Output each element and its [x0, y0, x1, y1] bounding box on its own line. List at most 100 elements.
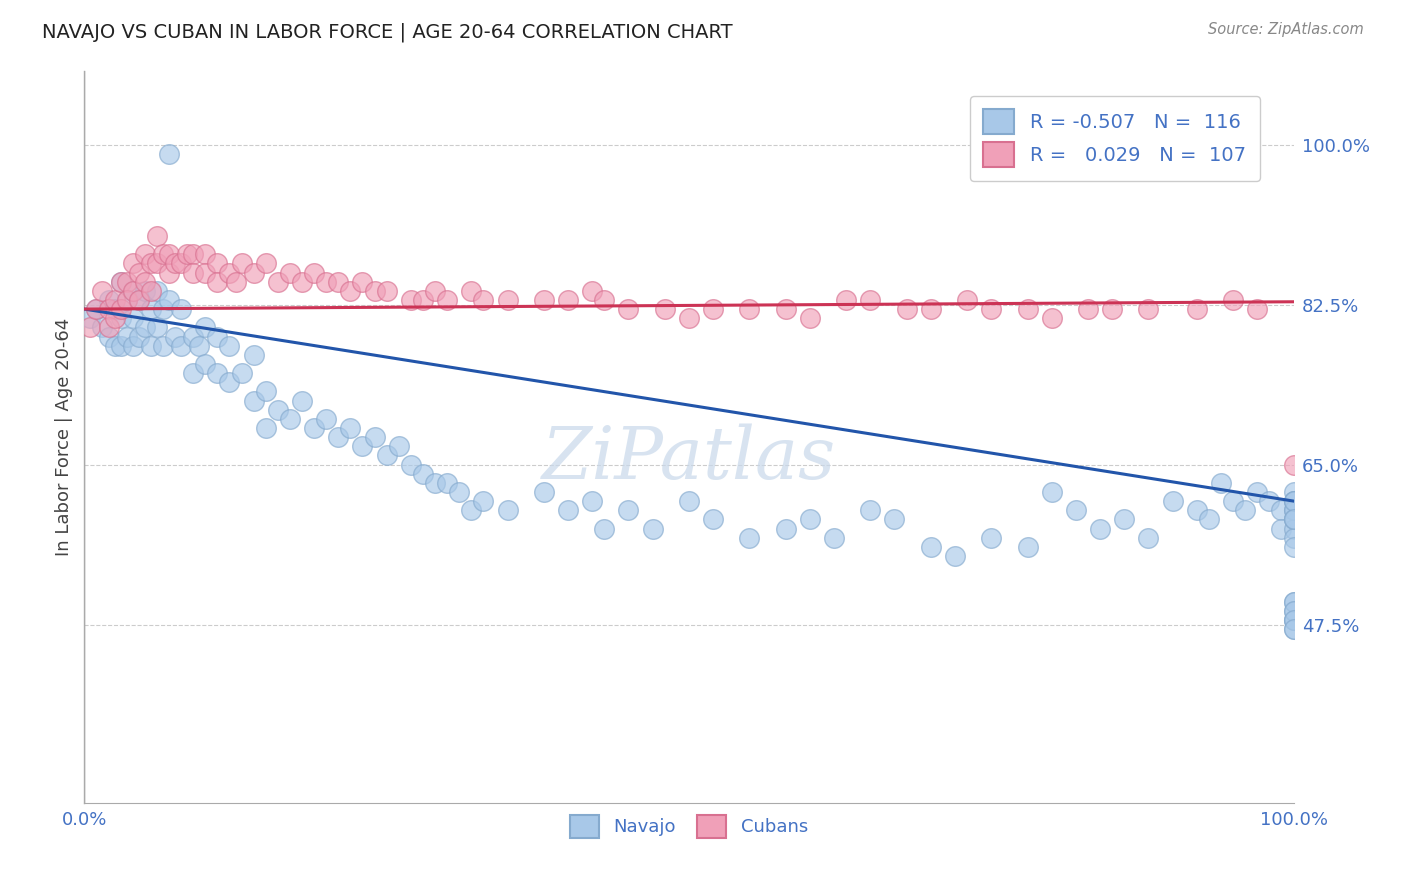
Point	[134, 320, 156, 334]
Point	[278, 412, 301, 426]
Point	[242, 266, 264, 280]
Point	[1185, 301, 1208, 317]
Point	[738, 301, 761, 317]
Point	[775, 521, 797, 535]
Point	[799, 512, 821, 526]
Point	[152, 247, 174, 261]
Point	[121, 256, 143, 270]
Point	[956, 293, 979, 307]
Point	[152, 338, 174, 352]
Point	[412, 467, 434, 481]
Point	[472, 293, 495, 307]
Point	[641, 521, 664, 535]
Point	[496, 503, 519, 517]
Point	[557, 503, 579, 517]
Point	[328, 430, 350, 444]
Point	[128, 293, 150, 307]
Point	[176, 247, 198, 261]
Point	[1282, 622, 1305, 636]
Legend: Navajo, Cubans: Navajo, Cubans	[562, 807, 815, 845]
Point	[86, 301, 108, 317]
Point	[738, 531, 761, 545]
Point	[1017, 301, 1039, 317]
Point	[678, 494, 700, 508]
Point	[412, 293, 434, 307]
Point	[352, 439, 374, 453]
Point	[1270, 503, 1292, 517]
Point	[460, 503, 482, 517]
Point	[194, 320, 217, 334]
Point	[617, 301, 640, 317]
Point	[128, 293, 150, 307]
Point	[242, 348, 264, 362]
Point	[110, 275, 132, 289]
Point	[134, 284, 156, 298]
Point	[449, 485, 471, 500]
Point	[104, 311, 127, 326]
Point	[115, 293, 138, 307]
Point	[115, 293, 138, 307]
Point	[1282, 540, 1305, 554]
Point	[1282, 604, 1305, 618]
Point	[181, 366, 204, 380]
Point	[1234, 503, 1257, 517]
Point	[1282, 512, 1305, 526]
Point	[181, 266, 204, 280]
Point	[557, 293, 579, 307]
Point	[1114, 512, 1136, 526]
Point	[110, 275, 132, 289]
Point	[980, 531, 1002, 545]
Point	[188, 338, 211, 352]
Point	[375, 284, 398, 298]
Point	[1040, 485, 1063, 500]
Point	[139, 284, 162, 298]
Point	[218, 338, 240, 352]
Point	[242, 393, 264, 408]
Point	[533, 485, 555, 500]
Point	[194, 357, 217, 371]
Point	[157, 247, 180, 261]
Point	[835, 293, 858, 307]
Point	[231, 366, 253, 380]
Point	[920, 301, 942, 317]
Point	[218, 266, 240, 280]
Point	[194, 266, 217, 280]
Point	[231, 256, 253, 270]
Point	[181, 247, 204, 261]
Text: ZiPatlas: ZiPatlas	[541, 424, 837, 494]
Point	[97, 301, 120, 317]
Point	[225, 275, 247, 289]
Point	[1101, 301, 1123, 317]
Point	[399, 458, 422, 472]
Point	[146, 284, 169, 298]
Point	[702, 301, 724, 317]
Point	[97, 320, 120, 334]
Point	[254, 384, 277, 399]
Point	[128, 329, 150, 343]
Point	[218, 376, 240, 390]
Point	[1282, 604, 1305, 618]
Point	[423, 284, 446, 298]
Point	[267, 275, 290, 289]
Point	[170, 301, 193, 317]
Point	[254, 256, 277, 270]
Point	[146, 256, 169, 270]
Point	[352, 275, 374, 289]
Point	[581, 284, 603, 298]
Point	[267, 402, 290, 417]
Point	[291, 393, 314, 408]
Point	[1282, 594, 1305, 608]
Point	[302, 266, 325, 280]
Point	[302, 421, 325, 435]
Point	[339, 421, 361, 435]
Point	[91, 320, 114, 334]
Point	[328, 275, 350, 289]
Text: NAVAJO VS CUBAN IN LABOR FORCE | AGE 20-64 CORRELATION CHART: NAVAJO VS CUBAN IN LABOR FORCE | AGE 20-…	[42, 22, 733, 42]
Point	[157, 146, 180, 161]
Point	[139, 301, 162, 317]
Point	[170, 256, 193, 270]
Point	[1282, 594, 1305, 608]
Point	[1282, 458, 1305, 472]
Point	[363, 284, 385, 298]
Point	[121, 284, 143, 298]
